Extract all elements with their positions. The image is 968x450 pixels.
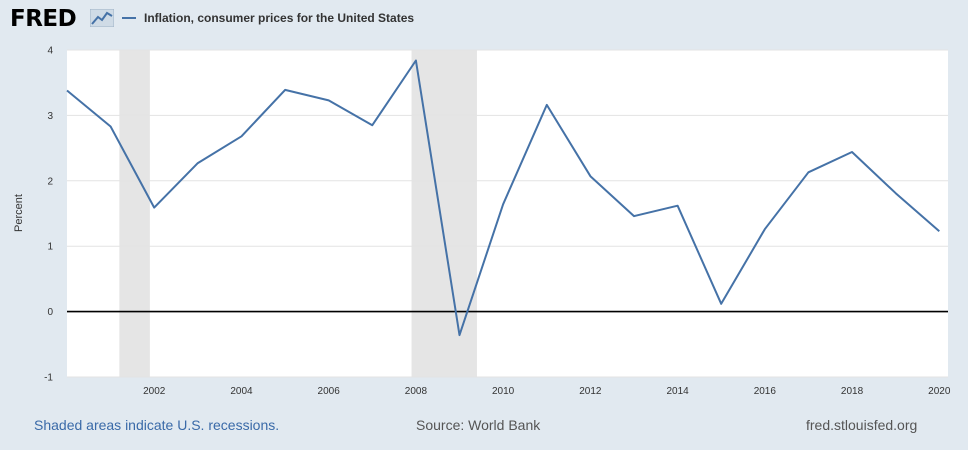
chart: -1 0 1 2 3 4 2002 2004 2006 2008 2010 2012 2014 2016… — [13, 46, 951, 398]
series-line-0[interactable] — [66, 59, 940, 337]
x-tick-label: 2020 — [928, 386, 951, 397]
y-tick-label: 3 — [47, 111, 53, 122]
x-tick-label: 2016 — [754, 386, 777, 397]
y-tick-label: -1 — [44, 373, 53, 384]
y-tick-label: 0 — [47, 307, 53, 318]
plot-area — [67, 50, 948, 377]
fred-logo-graph-icon — [90, 9, 114, 27]
x-tick-label: 2014 — [666, 386, 689, 397]
x-tick-label: 2002 — [143, 386, 166, 397]
y-tick-label: 4 — [47, 46, 53, 57]
y-axis-ticks: -1 0 1 2 3 4 — [44, 46, 53, 384]
y-tick-label: 1 — [47, 242, 53, 253]
recession-note: Shaded areas indicate U.S. recessions. — [34, 417, 280, 433]
series-line-group — [66, 59, 940, 337]
x-tick-label: 2004 — [230, 386, 253, 397]
x-tick-label: 2018 — [841, 386, 864, 397]
fred-logo[interactable]: FRED — [10, 6, 77, 32]
recession-band-0 — [119, 50, 150, 377]
x-tick-label: 2006 — [318, 386, 341, 397]
y-axis-label: Percent — [13, 194, 25, 232]
x-tick-label: 2012 — [579, 386, 602, 397]
x-tick-label: 2008 — [405, 386, 428, 397]
x-axis-ticks: 2002 2004 2006 2008 2010 2012 2014 2016 2018 2020 — [143, 386, 951, 397]
legend: Inflation, consumer prices for the Unite… — [122, 11, 414, 25]
fred-url-link[interactable]: fred.stlouisfed.org — [806, 417, 918, 433]
chart-footer: Shaded areas indicate U.S. recessions. S… — [0, 414, 968, 438]
y-tick-label: 2 — [47, 176, 53, 187]
legend-label: Inflation, consumer prices for the Unite… — [144, 11, 415, 25]
source-text: Source: World Bank — [416, 417, 541, 433]
legend-swatch — [122, 17, 136, 19]
chart-header: FRED Inflation, consumer prices for the … — [0, 0, 968, 40]
x-tick-label: 2010 — [492, 386, 515, 397]
